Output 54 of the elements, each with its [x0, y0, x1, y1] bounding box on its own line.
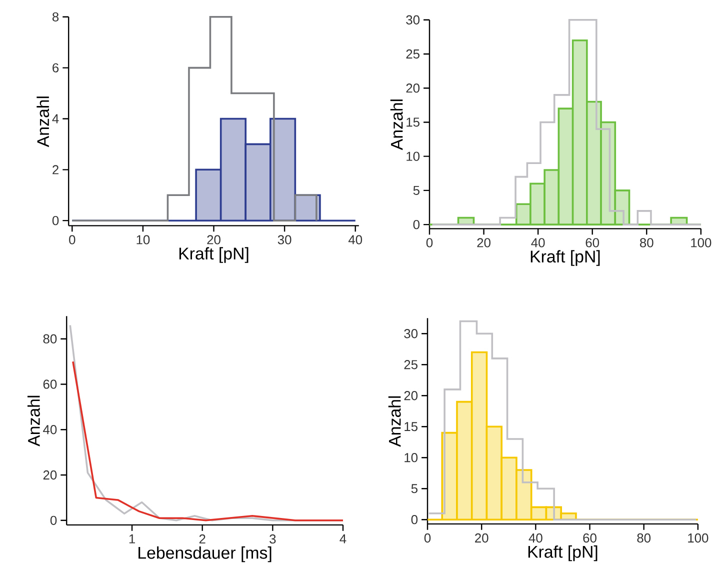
y-tick-label: 20 [404, 391, 418, 400]
y-axis-title: Anzahl [36, 96, 50, 148]
y-tick-label: 25 [404, 360, 418, 370]
y-tick-label: 20 [43, 470, 57, 480]
y-tick-label: 25 [406, 50, 420, 59]
y-axis-title: Anzahl [28, 396, 40, 447]
y-tick-label: 6 [52, 63, 59, 73]
x-tick-label: 1 [129, 534, 135, 544]
x-tick-label: 0 [69, 235, 76, 244]
x-tick-label: 20 [477, 238, 490, 248]
y-tick-label: 30 [406, 15, 420, 25]
x-tick-label: 0 [426, 238, 433, 248]
y-tick-label: 60 [43, 380, 57, 389]
x-tick-label: 40 [528, 534, 542, 543]
line-series [72, 360, 344, 522]
y-axis-title: Anzahl [390, 100, 403, 150]
y-tick-label: 10 [406, 152, 420, 162]
y-axis-title: Anzahl [388, 396, 401, 448]
y-tick-label: 0 [52, 216, 59, 226]
y-tick-label: 30 [404, 329, 418, 338]
x-tick-label: 2 [199, 534, 206, 544]
y-tick-label: 80 [43, 334, 57, 344]
x-tick-label: 60 [586, 238, 600, 248]
y-tick-label: 40 [43, 425, 57, 434]
x-tick-label: 20 [475, 534, 488, 543]
x-tick-label: 20 [207, 235, 220, 244]
x-tick-label: 80 [637, 534, 651, 543]
x-tick-label: 30 [278, 235, 292, 244]
x-tick-label: 4 [340, 534, 346, 544]
x-tick-label: 10 [136, 235, 150, 244]
y-tick-label: 5 [411, 484, 418, 494]
y-tick-label: 5 [413, 186, 420, 196]
y-tick-label: 2 [52, 165, 58, 174]
y-tick-label: 15 [404, 422, 418, 432]
x-axis-title: Kraft [pN] [179, 247, 248, 264]
x-tick-label: 0 [424, 534, 431, 543]
x-axis-title: Kraft [pN] [528, 546, 598, 562]
x-tick-label: 40 [531, 238, 545, 248]
x-axis-title: Kraft [pN] [530, 250, 600, 266]
x-axis-title: Lebensdauer [ms] [138, 546, 272, 562]
y-tick-label: 0 [411, 515, 418, 524]
y-tick-label: 15 [406, 118, 420, 127]
x-tick-label: 3 [270, 534, 276, 544]
y-tick-label: 0 [50, 516, 57, 526]
y-tick-label: 0 [413, 220, 420, 230]
x-tick-label: 100 [688, 534, 708, 543]
x-tick-label: 80 [640, 238, 654, 248]
x-tick-label: 40 [348, 235, 362, 244]
y-tick-label: 4 [52, 114, 59, 124]
y-tick-label: 8 [52, 12, 59, 22]
y-tick-label: 20 [406, 84, 420, 93]
x-tick-label: 100 [691, 238, 712, 248]
y-tick-label: 10 [404, 453, 418, 462]
x-tick-label: 60 [583, 534, 596, 543]
